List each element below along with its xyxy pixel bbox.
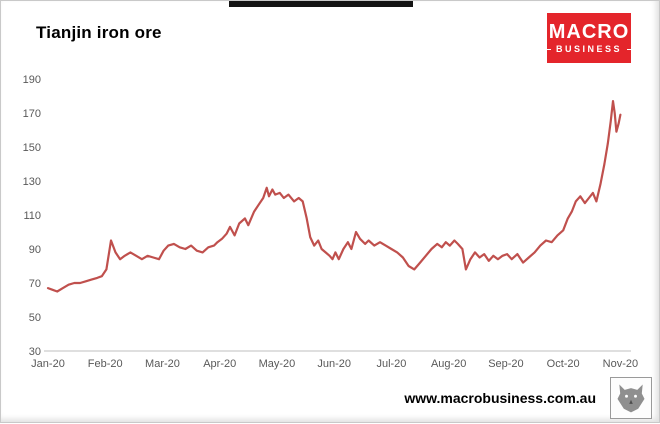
svg-text:130: 130 — [23, 176, 41, 188]
svg-text:70: 70 — [29, 278, 41, 290]
svg-text:Mar-20: Mar-20 — [145, 358, 180, 370]
chart-title: Tianjin iron ore — [36, 23, 162, 42]
svg-text:Feb-20: Feb-20 — [88, 358, 123, 370]
svg-text:150: 150 — [23, 142, 41, 154]
svg-text:Apr-20: Apr-20 — [203, 358, 236, 370]
svg-text:170: 170 — [23, 108, 41, 120]
macrobusiness-logo: MACRO BUSINESS — [547, 13, 631, 63]
footer: www.macrobusiness.com.au — [404, 377, 652, 419]
svg-text:Jul-20: Jul-20 — [376, 358, 406, 370]
svg-text:Oct-20: Oct-20 — [547, 358, 580, 370]
wolf-icon — [617, 384, 645, 413]
svg-text:50: 50 — [29, 312, 41, 324]
wolf-logo — [610, 377, 652, 419]
svg-text:Jun-20: Jun-20 — [317, 358, 351, 370]
svg-text:Nov-20: Nov-20 — [603, 358, 638, 370]
svg-text:Jan-20: Jan-20 — [31, 358, 65, 370]
svg-text:110: 110 — [23, 210, 41, 222]
svg-text:30: 30 — [29, 346, 41, 358]
website-url: www.macrobusiness.com.au — [404, 390, 596, 406]
svg-text:May-20: May-20 — [259, 358, 296, 370]
top-crop-bar — [229, 1, 413, 7]
svg-text:Sep-20: Sep-20 — [488, 358, 523, 370]
svg-text:Aug-20: Aug-20 — [431, 358, 466, 370]
logo-text-macro: MACRO — [548, 21, 630, 43]
logo-text-business: BUSINESS — [544, 43, 634, 55]
svg-text:90: 90 — [29, 244, 41, 256]
svg-text:190: 190 — [23, 74, 41, 86]
